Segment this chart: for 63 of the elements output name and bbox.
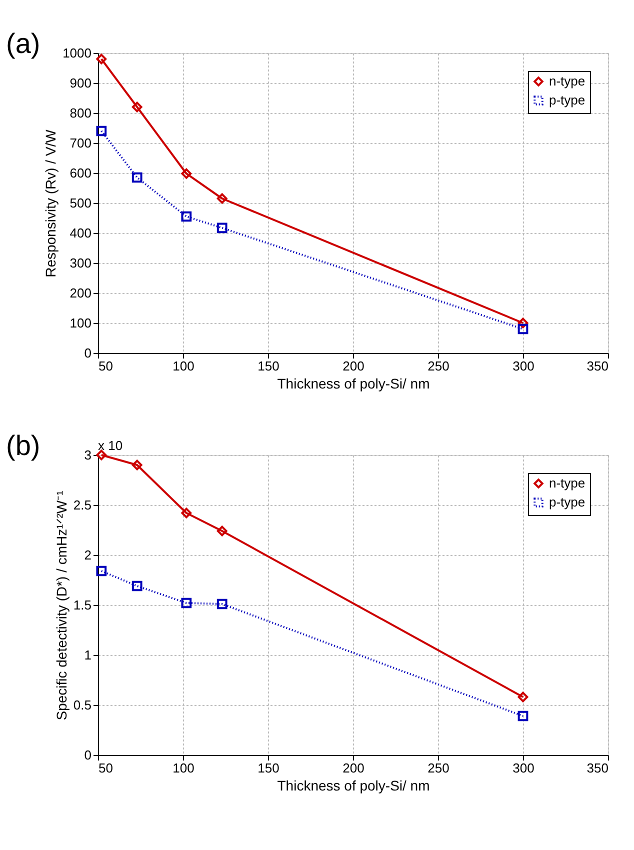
y-tick-label: 800 bbox=[70, 106, 92, 120]
point bbox=[132, 460, 142, 470]
x-tick-label: 100 bbox=[172, 358, 194, 374]
legend-label: p-type bbox=[549, 92, 586, 108]
point bbox=[518, 324, 528, 334]
point bbox=[132, 172, 142, 183]
point bbox=[181, 168, 192, 179]
y-tick-label: 1 bbox=[84, 648, 92, 662]
x-tick-label: 250 bbox=[428, 358, 450, 374]
point bbox=[96, 450, 107, 460]
y-tick-label: 900 bbox=[70, 76, 92, 90]
point bbox=[216, 598, 228, 610]
point bbox=[132, 102, 142, 112]
text: x 10 bbox=[98, 438, 123, 453]
x-axis-title: Thickness of poly-Si/ nm bbox=[277, 778, 430, 794]
text: (b) bbox=[6, 430, 40, 461]
y-tick-label: 200 bbox=[70, 286, 92, 300]
point bbox=[216, 193, 228, 204]
point bbox=[181, 211, 192, 222]
y-tick-label: 1000 bbox=[62, 46, 92, 60]
legend-label: p-type bbox=[549, 494, 586, 510]
point bbox=[518, 692, 528, 702]
text: (a) bbox=[6, 28, 40, 59]
y-tick-label: 0.5 bbox=[73, 698, 92, 712]
legend-label: n-type bbox=[549, 476, 586, 490]
y-tick-label: 0 bbox=[84, 748, 92, 762]
x-tick-label: 50 bbox=[98, 358, 113, 374]
point bbox=[216, 526, 228, 536]
point bbox=[96, 54, 107, 64]
y-tick-label: 2.5 bbox=[73, 498, 92, 512]
y-tick-label: 400 bbox=[70, 226, 92, 240]
x-tick-label: 50 bbox=[98, 760, 113, 776]
legend-label: n-type bbox=[549, 74, 586, 88]
x-axis-title: Thickness of poly-Si/ nm bbox=[277, 376, 430, 392]
point bbox=[518, 710, 528, 722]
y-tick-label: 100 bbox=[70, 316, 92, 330]
y-tick-label: 3 bbox=[84, 448, 92, 462]
y-tick-label: 500 bbox=[70, 196, 92, 210]
point bbox=[96, 566, 107, 576]
y-tick-label: 0 bbox=[84, 346, 92, 360]
y-axis-title: Responsivity (Rv) / V/W bbox=[42, 128, 59, 278]
point bbox=[96, 126, 107, 136]
x-tick-label: 200 bbox=[342, 358, 364, 374]
y-tick-label: 2 bbox=[84, 548, 92, 562]
point bbox=[132, 580, 142, 592]
x-tick-label: 350 bbox=[586, 760, 608, 776]
x-tick-label: 150 bbox=[258, 760, 280, 776]
x-tick-label: 150 bbox=[258, 358, 280, 374]
point bbox=[181, 598, 192, 608]
x-tick-label: 100 bbox=[172, 760, 194, 776]
point bbox=[181, 508, 192, 518]
x-tick-label: 350 bbox=[586, 358, 608, 374]
y-tick-label: 300 bbox=[70, 256, 92, 270]
point bbox=[518, 318, 528, 328]
x-tick-label: 200 bbox=[342, 760, 364, 776]
y-tick-label: 700 bbox=[70, 136, 92, 150]
y-axis-title: Specific detectivity (D*) / cmHz¹ᐟ²W⁻¹ bbox=[53, 490, 70, 720]
x-tick-label: 300 bbox=[512, 760, 534, 776]
y-tick-label: 600 bbox=[70, 166, 92, 180]
x-tick-label: 250 bbox=[428, 760, 450, 776]
point bbox=[216, 222, 228, 234]
y-tick-label: 1.5 bbox=[73, 598, 92, 612]
x-tick-label: 300 bbox=[512, 358, 534, 374]
